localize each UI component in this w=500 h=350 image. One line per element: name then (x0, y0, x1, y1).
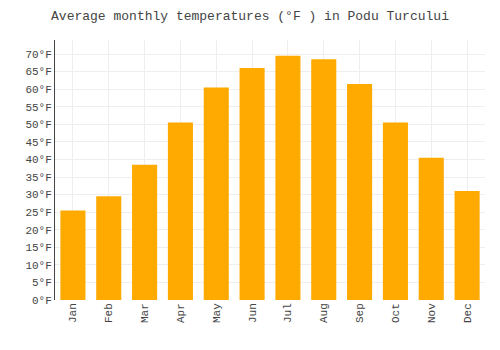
svg-text:20°F: 20°F (25, 225, 51, 237)
svg-text:5°F: 5°F (32, 277, 52, 289)
svg-text:0°F: 0°F (32, 295, 52, 307)
svg-text:Mar: Mar (139, 303, 151, 323)
svg-text:50°F: 50°F (25, 119, 51, 131)
svg-text:Oct: Oct (390, 303, 402, 323)
svg-text:65°F: 65°F (25, 66, 51, 78)
svg-text:Average monthly temperatures (: Average monthly temperatures (°F ) in Po… (51, 9, 449, 24)
svg-text:Nov: Nov (426, 303, 438, 323)
svg-text:May: May (211, 303, 223, 323)
svg-text:10°F: 10°F (25, 260, 51, 272)
svg-text:60°F: 60°F (25, 84, 51, 96)
svg-text:40°F: 40°F (25, 154, 51, 166)
svg-text:Apr: Apr (175, 303, 187, 323)
svg-text:Jul: Jul (282, 303, 294, 323)
svg-text:15°F: 15°F (25, 242, 51, 254)
svg-text:Jan: Jan (67, 303, 79, 323)
svg-text:55°F: 55°F (25, 102, 51, 114)
svg-text:70°F: 70°F (25, 49, 51, 61)
svg-text:Sep: Sep (354, 303, 366, 323)
svg-text:35°F: 35°F (25, 172, 51, 184)
svg-text:Dec: Dec (462, 303, 474, 323)
svg-text:Jun: Jun (247, 303, 259, 323)
svg-text:45°F: 45°F (25, 137, 51, 149)
svg-text:25°F: 25°F (25, 207, 51, 219)
svg-text:Feb: Feb (103, 303, 115, 323)
svg-text:30°F: 30°F (25, 189, 51, 201)
svg-text:Aug: Aug (318, 303, 330, 323)
